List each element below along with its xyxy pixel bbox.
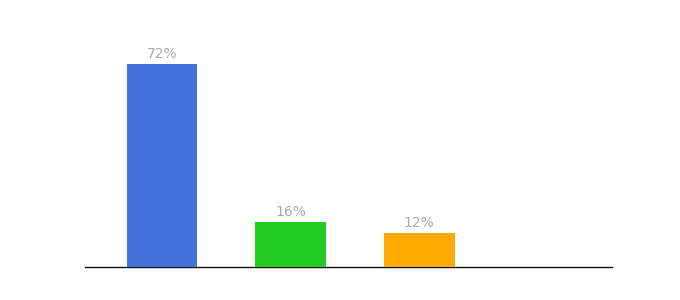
Text: 12%: 12% xyxy=(404,216,435,230)
Text: 16%: 16% xyxy=(275,205,306,218)
Bar xyxy=(126,64,197,267)
Bar xyxy=(384,233,454,267)
Text: 72%: 72% xyxy=(147,47,177,61)
Bar xyxy=(255,222,326,267)
